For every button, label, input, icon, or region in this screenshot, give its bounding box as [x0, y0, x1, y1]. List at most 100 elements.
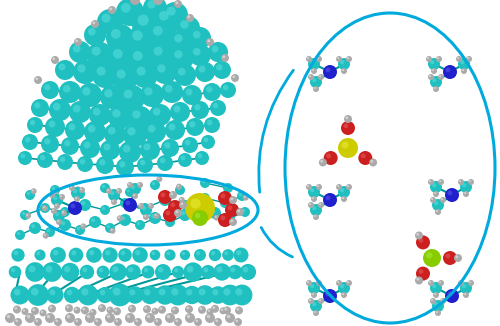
Circle shape: [8, 266, 22, 278]
Circle shape: [346, 116, 348, 119]
Circle shape: [220, 308, 223, 311]
Circle shape: [210, 100, 226, 116]
Circle shape: [312, 197, 314, 199]
Circle shape: [220, 215, 226, 220]
Circle shape: [324, 151, 338, 165]
Circle shape: [208, 310, 210, 312]
Circle shape: [85, 313, 95, 323]
Circle shape: [25, 313, 35, 323]
Circle shape: [99, 159, 105, 166]
Circle shape: [106, 188, 112, 194]
Circle shape: [148, 125, 156, 133]
Circle shape: [338, 58, 350, 70]
Circle shape: [134, 318, 142, 326]
Circle shape: [183, 286, 201, 304]
Circle shape: [112, 65, 138, 91]
Circle shape: [189, 27, 211, 49]
Circle shape: [224, 288, 230, 295]
Circle shape: [121, 3, 130, 13]
Circle shape: [59, 219, 71, 231]
Circle shape: [82, 308, 85, 311]
Circle shape: [61, 221, 66, 225]
Circle shape: [41, 81, 59, 99]
Circle shape: [222, 200, 225, 203]
Circle shape: [25, 213, 31, 219]
Circle shape: [100, 183, 110, 193]
Circle shape: [178, 197, 184, 203]
Circle shape: [161, 196, 166, 200]
Circle shape: [59, 81, 81, 103]
Circle shape: [208, 42, 228, 62]
Circle shape: [96, 319, 98, 322]
Circle shape: [203, 83, 221, 101]
Circle shape: [429, 75, 431, 77]
Circle shape: [220, 193, 226, 198]
Circle shape: [312, 302, 316, 306]
Circle shape: [92, 22, 95, 24]
Circle shape: [454, 254, 462, 262]
Circle shape: [158, 306, 166, 314]
Circle shape: [44, 84, 51, 90]
Circle shape: [196, 319, 198, 322]
Circle shape: [429, 281, 431, 283]
Circle shape: [423, 249, 441, 267]
Circle shape: [13, 305, 21, 314]
Circle shape: [316, 280, 322, 286]
Circle shape: [81, 201, 86, 205]
Circle shape: [185, 193, 215, 223]
Circle shape: [326, 196, 330, 200]
Circle shape: [148, 203, 154, 209]
Circle shape: [416, 233, 419, 236]
Circle shape: [347, 57, 349, 59]
Circle shape: [141, 286, 159, 304]
Circle shape: [319, 299, 321, 301]
Circle shape: [147, 0, 156, 8]
Circle shape: [25, 262, 45, 282]
Circle shape: [431, 68, 437, 74]
Circle shape: [174, 268, 178, 272]
Circle shape: [36, 251, 40, 255]
Circle shape: [432, 284, 436, 288]
Circle shape: [153, 26, 162, 36]
Circle shape: [84, 24, 106, 46]
Circle shape: [60, 157, 66, 162]
Circle shape: [310, 76, 322, 88]
Circle shape: [15, 230, 25, 240]
Circle shape: [60, 207, 70, 217]
Circle shape: [154, 213, 160, 219]
Circle shape: [236, 319, 238, 322]
Circle shape: [313, 86, 319, 92]
Circle shape: [104, 123, 126, 145]
Circle shape: [176, 210, 178, 213]
Circle shape: [428, 58, 440, 70]
Circle shape: [100, 290, 105, 295]
Circle shape: [68, 124, 75, 130]
Circle shape: [94, 318, 102, 326]
Circle shape: [143, 305, 151, 313]
Circle shape: [189, 121, 196, 127]
Circle shape: [90, 310, 93, 313]
Circle shape: [159, 196, 165, 202]
Circle shape: [341, 68, 347, 74]
Circle shape: [123, 123, 147, 147]
Circle shape: [234, 318, 242, 326]
Circle shape: [50, 289, 56, 295]
Circle shape: [80, 223, 86, 230]
Circle shape: [180, 156, 186, 160]
Circle shape: [416, 235, 430, 249]
Circle shape: [82, 87, 90, 96]
Circle shape: [29, 222, 41, 234]
Circle shape: [40, 311, 43, 313]
Circle shape: [182, 202, 185, 205]
Circle shape: [53, 250, 59, 255]
Circle shape: [34, 249, 46, 260]
Circle shape: [170, 46, 194, 70]
Circle shape: [428, 179, 434, 185]
Circle shape: [214, 215, 220, 221]
Circle shape: [341, 196, 347, 202]
Circle shape: [222, 249, 234, 261]
Circle shape: [136, 319, 138, 322]
Circle shape: [40, 309, 46, 317]
Circle shape: [46, 266, 52, 273]
Circle shape: [415, 276, 423, 285]
